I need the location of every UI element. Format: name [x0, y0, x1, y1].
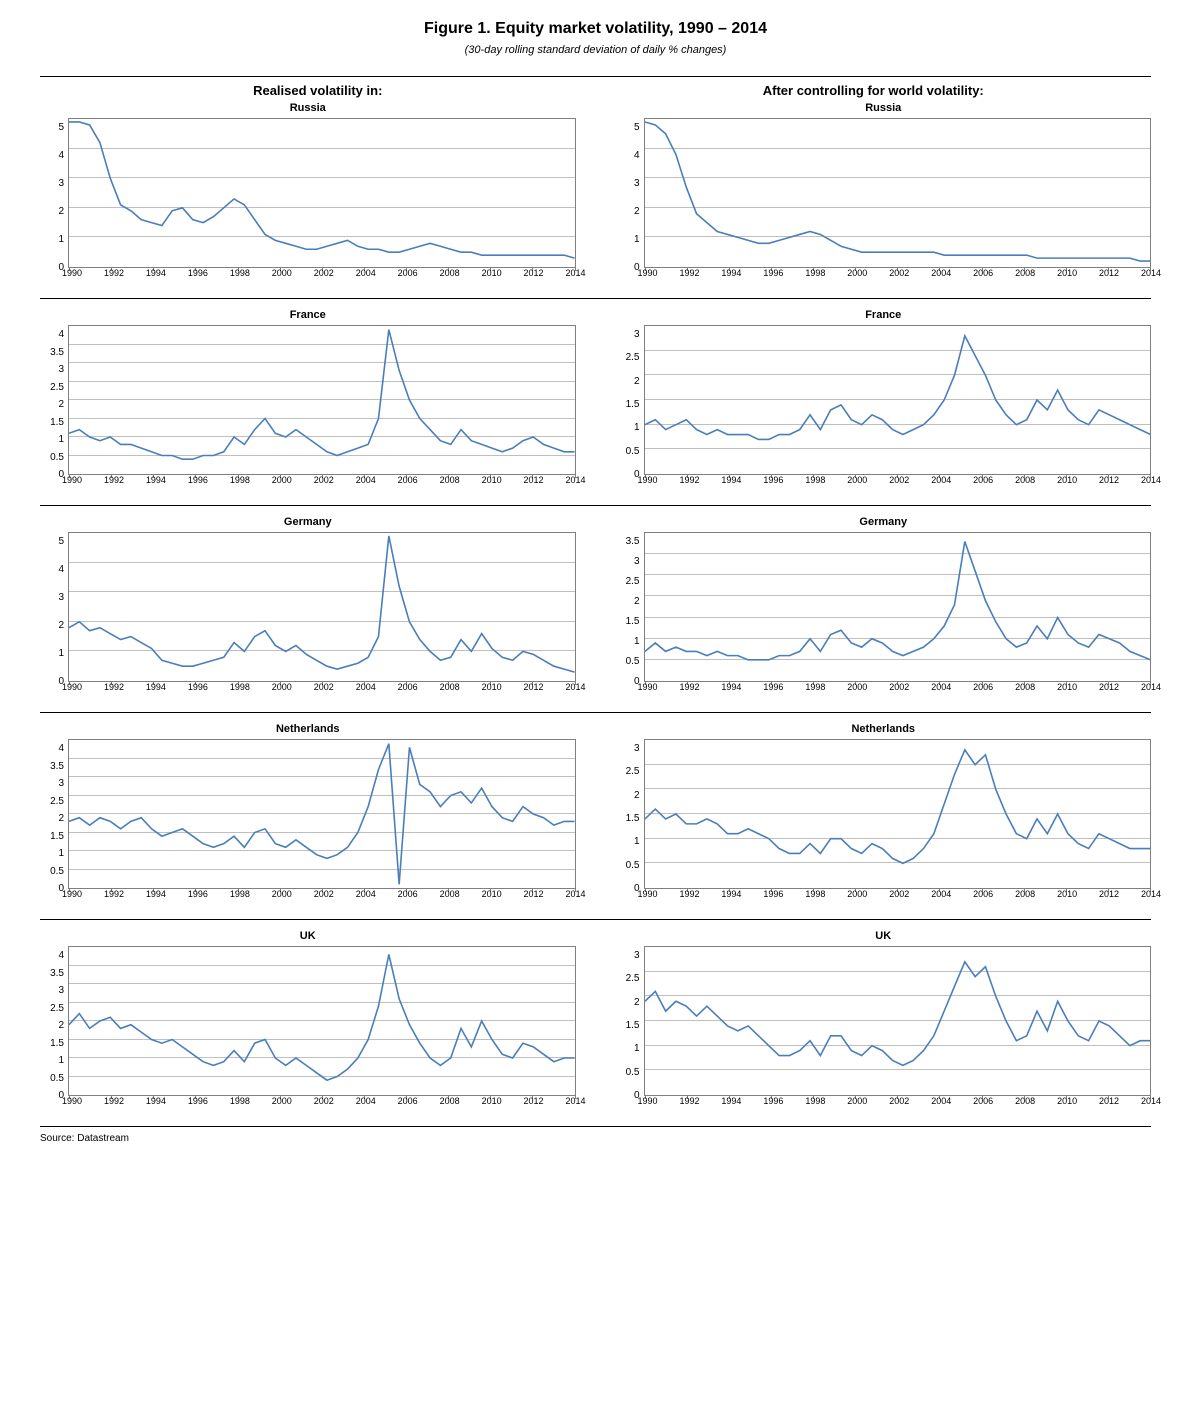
x-axis: 1990199219941996199820002002200420062008… — [648, 1096, 1152, 1110]
chart-title: Netherlands — [616, 723, 1152, 735]
chart-title: Germany — [40, 516, 576, 528]
plot-area — [68, 325, 576, 475]
row-separator — [40, 712, 1151, 719]
x-axis: 1990199219941996199820002002200420062008… — [648, 682, 1152, 696]
chart-title: Russia — [616, 102, 1152, 114]
y-axis: 00.511.522.533.5 — [616, 532, 644, 682]
chart-title: UK — [40, 930, 576, 942]
column-headers: Realised volatility in:After controlling… — [40, 76, 1151, 98]
plot-area — [68, 739, 576, 889]
row-separator — [40, 298, 1151, 305]
page-subtitle: (30-day rolling standard deviation of da… — [40, 44, 1151, 56]
chart-row: Netherlands 00.511.522.533.54 199019921994… — [40, 723, 1151, 913]
chart-title: Netherlands — [40, 723, 576, 735]
row-separator — [40, 505, 1151, 512]
y-axis: 00.511.522.533.54 — [40, 325, 68, 475]
plot-area — [68, 118, 576, 268]
x-axis: 1990199219941996199820002002200420062008… — [72, 268, 576, 282]
y-axis: 012345 — [40, 118, 68, 268]
y-axis: 00.511.522.533.54 — [40, 739, 68, 889]
plot-area — [644, 118, 1152, 268]
x-axis: 1990199219941996199820002002200420062008… — [72, 1096, 576, 1110]
chart-cell: Germany 012345 199019921994199619982000200… — [40, 516, 576, 696]
chart-cell: Russia 012345 1990199219941996199820002002… — [616, 102, 1152, 282]
chart-title: Germany — [616, 516, 1152, 528]
y-axis: 00.511.522.53 — [616, 946, 644, 1096]
chart-row: UK 00.511.522.533.54 199019921994199619982… — [40, 930, 1151, 1120]
plot-area — [644, 946, 1152, 1096]
chart-title: France — [616, 309, 1152, 321]
chart-title: UK — [616, 930, 1152, 942]
x-axis: 1990199219941996199820002002200420062008… — [648, 268, 1152, 282]
chart-cell: France 00.511.522.533.54 19901992199419961… — [40, 309, 576, 489]
chart-cell: France 00.511.522.53 199019921994199619982… — [616, 309, 1152, 489]
column-header: After controlling for world volatility: — [596, 83, 1152, 98]
y-axis: 00.511.522.533.54 — [40, 946, 68, 1096]
chart-row: France 00.511.522.533.54 19901992199419961… — [40, 309, 1151, 499]
y-axis: 00.511.522.53 — [616, 739, 644, 889]
chart-title: Russia — [40, 102, 576, 114]
chart-title: France — [40, 309, 576, 321]
plot-area — [68, 946, 576, 1096]
chart-cell: Netherlands 00.511.522.53 1990199219941996… — [616, 723, 1152, 903]
x-axis: 1990199219941996199820002002200420062008… — [648, 475, 1152, 489]
chart-row: Germany 012345 199019921994199619982000200… — [40, 516, 1151, 706]
plot-area — [644, 325, 1152, 475]
chart-grid: Russia 012345 1990199219941996199820002002… — [40, 102, 1151, 1126]
chart-cell: Russia 012345 1990199219941996199820002002… — [40, 102, 576, 282]
chart-cell: UK 00.511.522.53 1990199219941996199820002… — [616, 930, 1152, 1110]
y-axis: 012345 — [616, 118, 644, 268]
y-axis: 00.511.522.53 — [616, 325, 644, 475]
x-axis: 1990199219941996199820002002200420062008… — [72, 682, 576, 696]
page-title: Figure 1. Equity market volatility, 1990… — [40, 20, 1151, 38]
x-axis: 1990199219941996199820002002200420062008… — [72, 475, 576, 489]
column-header: Realised volatility in: — [40, 83, 596, 98]
plot-area — [68, 532, 576, 682]
row-separator — [40, 919, 1151, 926]
y-axis: 012345 — [40, 532, 68, 682]
source-note: Source: Datastream — [40, 1126, 1151, 1144]
plot-area — [644, 739, 1152, 889]
x-axis: 1990199219941996199820002002200420062008… — [648, 889, 1152, 903]
x-axis: 1990199219941996199820002002200420062008… — [72, 889, 576, 903]
chart-cell: UK 00.511.522.533.54 199019921994199619982… — [40, 930, 576, 1110]
chart-row: Russia 012345 1990199219941996199820002002… — [40, 102, 1151, 292]
chart-cell: Germany 00.511.522.533.5 19901992199419961… — [616, 516, 1152, 696]
chart-cell: Netherlands 00.511.522.533.54 199019921994… — [40, 723, 576, 903]
plot-area — [644, 532, 1152, 682]
